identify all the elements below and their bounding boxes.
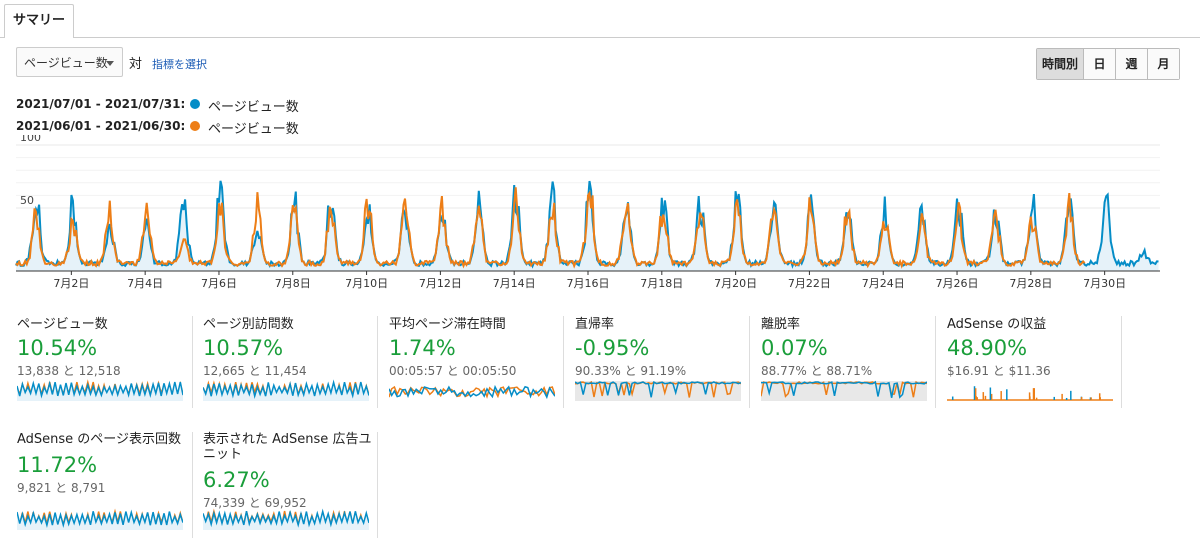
x-tick-label: 7月12日: [419, 277, 462, 290]
metric-unique-pageviews[interactable]: ページ別訪問数 10.57% 12,665 と 11,454: [203, 317, 375, 401]
y-tick-label: 50: [20, 194, 34, 207]
x-tick-label: 7月8日: [275, 277, 311, 290]
metric-comparison: 13,838 と 12,518: [17, 364, 121, 378]
divider: [192, 316, 193, 408]
metric-label: 表示された AdSense 広告ユニット: [203, 432, 372, 462]
chevron-down-icon: [106, 61, 114, 66]
spark-line: [389, 384, 555, 400]
x-tick-label: 7月26日: [936, 277, 979, 290]
metric-comparison: 88.77% と 88.71%: [761, 364, 873, 378]
spark-area: [761, 381, 927, 401]
series-line: [15, 187, 1086, 269]
divider: [192, 432, 193, 538]
pick-metric-link[interactable]: 指標を選択: [152, 58, 207, 71]
x-tick-label: 7月28日: [1009, 277, 1052, 290]
spark-line: [203, 379, 369, 400]
y-tick-label: 100: [20, 135, 41, 144]
metric-sparkline: [389, 384, 555, 400]
metric-sparkline: [947, 386, 1113, 401]
x-tick-label: 7月14日: [493, 277, 536, 290]
metric-sparkline: [203, 508, 369, 530]
tab-summary[interactable]: サマリー: [4, 4, 74, 38]
x-tick-label: 7月2日: [53, 277, 89, 290]
metric-value: -0.95%: [575, 336, 650, 360]
metric-sparkline: [761, 380, 927, 401]
metric-value: 11.72%: [17, 453, 98, 477]
spark-line: [17, 380, 183, 399]
metric-value: 0.07%: [761, 336, 828, 360]
metric-value: 10.57%: [203, 336, 284, 360]
spark-line: [203, 508, 369, 528]
x-tick-label: 7月10日: [345, 277, 388, 290]
spark-line: [389, 385, 555, 399]
metric-adsense-revenue[interactable]: AdSense の収益 48.90% $16.91 と $11.36: [947, 317, 1119, 401]
spark-area: [203, 511, 369, 530]
divider: [749, 316, 750, 408]
metric-comparison: $16.91 と $11.36: [947, 364, 1051, 378]
metric-adsense-page-impressions[interactable]: AdSense のページ表示回数 11.72% 9,821 と 8,791: [17, 432, 189, 530]
metric-bounce-rate[interactable]: 直帰率 -0.95% 90.33% と 91.19%: [575, 317, 747, 401]
divider: [377, 316, 378, 408]
granularity-buttons: 時間別 日 週 月: [1036, 48, 1180, 80]
spark-line: [761, 380, 927, 399]
legend-previous-range: 2021/06/01 - 2021/06/30:: [16, 119, 186, 133]
spark-line: [575, 380, 741, 398]
x-tick-label: 7月24日: [862, 277, 905, 290]
legend-dot-icon: [190, 99, 200, 109]
metric-label: AdSense の収益: [947, 317, 1047, 332]
x-tick-label: 7月20日: [714, 277, 757, 290]
granularity-hourly-button[interactable]: 時間別: [1037, 49, 1083, 79]
metric-label: 離脱率: [761, 317, 801, 332]
x-tick-label: 7月16日: [567, 277, 610, 290]
metric-avg-time-on-page[interactable]: 平均ページ滞在時間 1.74% 00:05:57 と 00:05:50: [389, 317, 561, 400]
metric-select[interactable]: ページビュー数: [16, 47, 123, 77]
divider: [935, 316, 936, 408]
divider: [1121, 316, 1122, 408]
x-tick-label: 7月4日: [127, 277, 163, 290]
metric-select-value: ページビュー数: [24, 56, 108, 70]
spark-line: [17, 509, 183, 529]
metric-comparison: 9,821 と 8,791: [17, 481, 106, 495]
metric-value: 48.90%: [947, 336, 1028, 360]
divider: [563, 316, 564, 408]
metric-comparison: 90.33% と 91.19%: [575, 364, 687, 378]
legend-previous-name: ページビュー数: [208, 122, 299, 137]
legend-dot-icon: [190, 121, 200, 131]
metric-sparkline: [203, 379, 369, 401]
x-tick-label: 7月30日: [1083, 277, 1126, 290]
granularity-day-button[interactable]: 日: [1083, 49, 1115, 79]
metric-label: ページ別訪問数: [203, 317, 294, 332]
metric-comparison: 12,665 と 11,454: [203, 364, 307, 378]
x-tick-label: 7月18日: [640, 277, 683, 290]
metric-comparison: 74,339 と 69,952: [203, 496, 307, 510]
metric-label: 直帰率: [575, 317, 615, 332]
metric-label: AdSense のページ表示回数: [17, 432, 182, 447]
granularity-month-button[interactable]: 月: [1147, 49, 1179, 79]
metric-exit-rate[interactable]: 離脱率 0.07% 88.77% と 88.71%: [761, 317, 933, 401]
tab-bar: サマリー: [0, 0, 1200, 38]
main-line-chart[interactable]: 100 50 7月2日 7月4日 7月6日 7月8日 7月10日 7月12日 7月14日 7月16…: [0, 135, 1200, 295]
metric-pageviews[interactable]: ページビュー数 10.54% 13,838 と 12,518: [17, 317, 189, 401]
metric-adsense-ad-units[interactable]: 表示された AdSense 広告ユニット 6.27% 74,339 と 69,9…: [203, 432, 375, 530]
legend-current-name: ページビュー数: [208, 100, 299, 115]
vs-label: 対: [129, 57, 143, 72]
granularity-week-button[interactable]: 週: [1115, 49, 1147, 79]
legend-current-range: 2021/07/01 - 2021/07/31:: [16, 97, 186, 111]
metric-sparkline: [17, 508, 183, 530]
metric-value: 1.74%: [389, 336, 456, 360]
metric-sparkline: [575, 380, 741, 401]
metric-label: 平均ページ滞在時間: [389, 317, 506, 332]
metric-value: 6.27%: [203, 468, 270, 492]
metric-label: ページビュー数: [17, 317, 108, 332]
metric-sparkline: [17, 379, 183, 401]
divider: [377, 432, 378, 538]
metric-value: 10.54%: [17, 336, 98, 360]
x-tick-label: 7月22日: [788, 277, 831, 290]
metric-comparison: 00:05:57 と 00:05:50: [389, 364, 517, 378]
x-tick-label: 7月6日: [201, 277, 237, 290]
